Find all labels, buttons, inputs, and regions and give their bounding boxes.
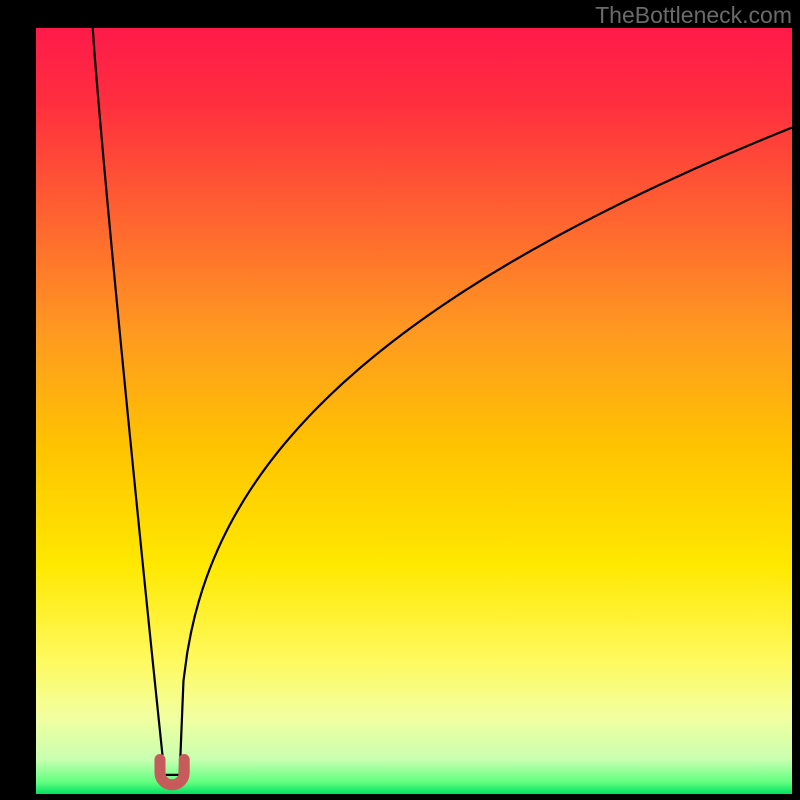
plot-svg bbox=[36, 28, 792, 794]
gradient-background bbox=[36, 28, 792, 794]
watermark-text: TheBottleneck.com bbox=[595, 2, 792, 29]
plot-area bbox=[36, 28, 792, 794]
